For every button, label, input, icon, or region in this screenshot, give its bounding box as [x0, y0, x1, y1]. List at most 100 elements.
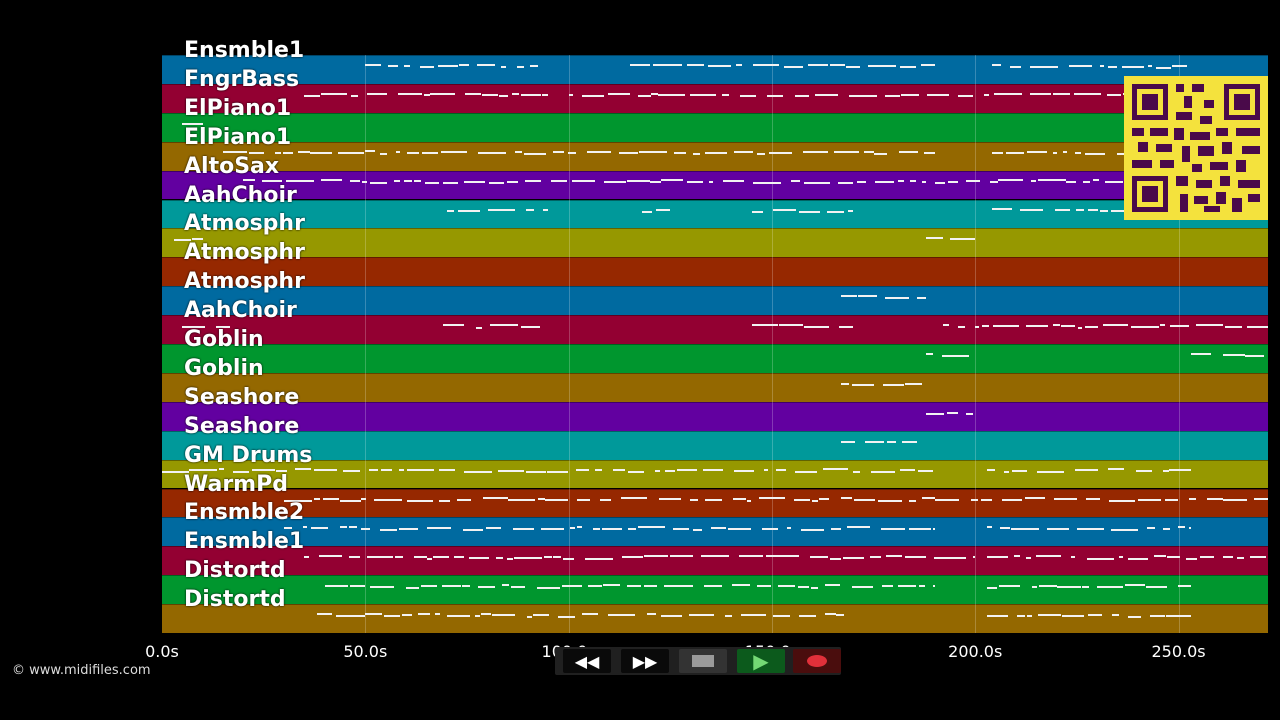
midi-note [439, 500, 450, 503]
midi-note [690, 498, 698, 501]
midi-note [637, 526, 665, 529]
midi-note [529, 65, 539, 68]
stop-button[interactable] [679, 649, 727, 673]
midi-note [1172, 65, 1188, 68]
midi-note [283, 499, 312, 502]
midi-note [835, 613, 845, 616]
midi-note [650, 180, 662, 183]
rewind-button[interactable]: ◀◀ [563, 649, 611, 673]
midi-note [1188, 497, 1196, 500]
midi-note [990, 181, 998, 184]
midi-note [934, 557, 945, 560]
track-lane [162, 372, 1268, 402]
midi-note [1196, 324, 1223, 327]
midi-note [622, 556, 644, 559]
midi-note [476, 64, 495, 67]
midi-note [905, 556, 926, 559]
midi-note [947, 181, 958, 184]
midi-note [897, 585, 917, 588]
midi-note [853, 470, 861, 473]
midi-note [310, 151, 333, 154]
midi-note [731, 584, 751, 587]
midi-note [532, 613, 549, 616]
midi-note [422, 152, 439, 155]
midi-note [1011, 527, 1040, 530]
midi-note [1052, 151, 1057, 154]
track-label: Seashore [184, 413, 300, 439]
midi-note [524, 153, 546, 156]
midi-note [1025, 557, 1031, 560]
qr-code [1124, 76, 1268, 220]
midi-note [946, 412, 958, 415]
midi-note [413, 179, 421, 182]
midi-note [767, 95, 783, 98]
track-label: WarmPd [184, 471, 288, 497]
midi-note [191, 238, 203, 241]
grid-line [771, 55, 773, 633]
midi-note [513, 556, 542, 559]
midi-note [568, 152, 577, 155]
midi-note [839, 325, 854, 328]
midi-note [608, 613, 636, 616]
midi-note [427, 557, 433, 560]
midi-note [981, 325, 989, 327]
midi-note [787, 527, 792, 530]
midi-note [320, 179, 342, 182]
midi-note [349, 555, 360, 558]
midi-note [380, 528, 397, 531]
midi-note [1162, 469, 1169, 472]
midi-note [628, 528, 636, 531]
midi-note [1154, 555, 1166, 558]
midi-note [993, 93, 1023, 95]
midi-note [485, 527, 502, 530]
midi-note [1107, 468, 1125, 471]
midi-note [1200, 556, 1215, 559]
time-tick-label: 250.0s [1151, 642, 1206, 661]
midi-note [500, 66, 506, 69]
midi-note [538, 497, 545, 500]
midi-note [700, 554, 729, 557]
midi-note [1163, 528, 1170, 531]
midi-note [432, 555, 450, 558]
midi-note [488, 181, 505, 184]
time-tick-label: 50.0s [343, 642, 388, 661]
midi-note [735, 64, 742, 67]
midi-note [753, 64, 779, 67]
midi-note [991, 64, 1002, 67]
midi-note [1073, 92, 1102, 95]
track-label: AahChoir [184, 298, 297, 324]
midi-note [1025, 324, 1049, 327]
midi-note [841, 295, 857, 298]
midi-note [399, 528, 418, 531]
midi-note [1186, 557, 1197, 560]
midi-note [496, 557, 503, 560]
midi-note [286, 179, 314, 182]
record-button[interactable] [793, 649, 841, 673]
midi-note [478, 586, 495, 589]
midi-note [722, 94, 730, 97]
midi-note [627, 180, 650, 183]
midi-note [1053, 497, 1077, 500]
fast-forward-button[interactable]: ▶▶ [621, 649, 669, 673]
midi-note [304, 555, 309, 558]
midi-note [900, 93, 919, 96]
midi-note [338, 151, 365, 154]
midi-note [350, 94, 359, 97]
midi-note [882, 384, 904, 387]
midi-note [825, 613, 836, 616]
midi-note [1019, 208, 1043, 211]
midi-note [1128, 615, 1141, 618]
midi-note [655, 209, 671, 212]
midi-note [1004, 470, 1009, 473]
midi-note [1105, 181, 1124, 184]
track-label: Ensmble1 [184, 529, 305, 555]
midi-note [664, 469, 675, 472]
midi-note [826, 210, 845, 213]
midi-note [921, 64, 935, 67]
midi-note [789, 554, 799, 557]
play-button[interactable]: ▶ [737, 649, 785, 673]
midi-note [336, 615, 365, 618]
midi-note [918, 470, 933, 473]
midi-note [619, 152, 638, 155]
track-lane [162, 575, 1268, 605]
